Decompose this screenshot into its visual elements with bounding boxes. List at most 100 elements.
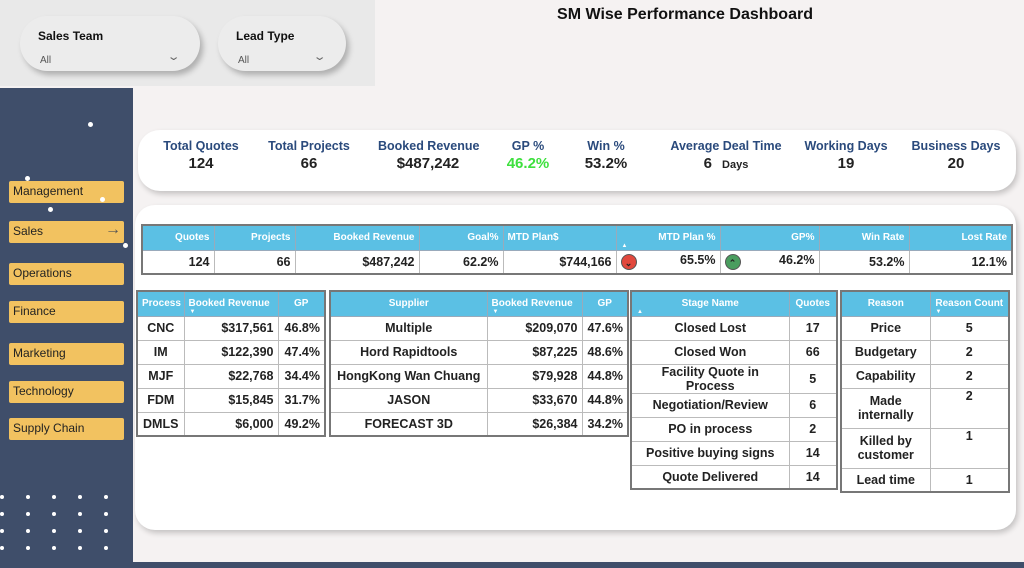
cell-value: IM [153,345,168,359]
table-cell: FORECAST 3D [329,411,488,437]
cell-value: Budgetary [854,345,917,359]
table-row: FORECAST 3D $26,384 34.2% [329,411,629,437]
cell-value: Positive buying signs [646,446,775,460]
table-cell: 66 [788,339,838,365]
column-header[interactable]: Booked Revenue ▼ [486,290,583,317]
table-cell: $15,845 [183,387,279,413]
kpi-value-wrap: 20 [906,155,1006,172]
table-cell: Lead time [840,467,931,493]
kpi-booked-revenue: Booked Revenue $487,242 [378,139,479,172]
cell-value: 14 [805,469,820,484]
table-cell: $79,928 [486,363,583,389]
column-header-label: GP [597,298,612,310]
column-header[interactable]: Win Rate [818,224,910,251]
cell-value: 14 [805,446,820,460]
decorative-dot [26,546,30,550]
cell-value: 48.6% [587,345,623,359]
decorative-dot [104,546,108,550]
column-header[interactable]: Booked Revenue ▼ [183,290,279,317]
column-header[interactable]: Goal% [418,224,504,251]
table-cell: 2 [788,416,838,442]
column-header-label: GP [294,298,309,310]
lead-type-slicer[interactable]: Lead Type All ⌄ [218,16,346,71]
column-header[interactable]: Quotes [788,290,838,317]
cell-value: 124 [188,254,210,269]
kpi-value-wrap: 19 [796,155,896,172]
table-cell: $87,225 [486,339,583,365]
column-header[interactable]: Lost Rate [908,224,1013,251]
kpi-value: 46.2% [506,155,550,172]
column-header-label: Quotes [175,232,210,244]
column-header[interactable]: Booked Revenue [294,224,420,251]
column-header[interactable]: Reason [840,290,931,317]
nav-label: Operations [13,266,72,280]
nav-management-button[interactable]: Management [9,181,124,203]
cell-value: $122,390 [221,345,274,359]
column-header[interactable]: MTD Plan$ [502,224,617,251]
kpi-business-days: Business Days 20 [906,139,1006,172]
column-header[interactable]: GP% [719,224,820,251]
decorative-dot [52,546,56,550]
column-header[interactable]: Process [136,290,185,317]
cell-value: JASON [387,393,431,407]
cell-value: 2 [965,345,973,359]
column-header-label: Win Rate [861,232,905,244]
nav-label: Finance [13,304,56,318]
decorative-dot [0,512,4,516]
nav-finance-button[interactable]: Finance [9,301,124,323]
table-cell: $26,384 [486,411,583,437]
cell-value: 1 [965,472,973,487]
table-row: Positive buying signs 14 [630,440,838,466]
header-row: Quotes Projects Booked Revenue Goal% MTD Pla… [141,224,1013,251]
supplier-table: Supplier Booked Revenue ▼ GP Multiple $209,07… [329,290,629,437]
column-header[interactable]: Reason Count ▼ [929,290,1010,317]
table-cell: Facility Quote in Process [630,363,790,394]
kpi-label: Business Days [911,139,1001,153]
page-title: SM Wise Performance Dashboard [557,6,813,23]
cell-value: $26,384 [532,416,578,431]
nav-operations-button[interactable]: Operations [9,263,124,285]
cell-value: FORECAST 3D [364,416,453,431]
decorative-dot [52,512,56,516]
cell-value: Price [870,321,902,335]
nav-label: Sales [13,224,44,238]
nav-label: Management [13,184,84,198]
column-header[interactable]: Projects [213,224,296,251]
table-cell: 49.2% [277,411,326,437]
nav-label: Technology [13,384,74,398]
table-cell: 31.7% [277,387,326,413]
column-header[interactable]: Quotes [141,224,215,251]
kpi-value: 19 [837,155,855,172]
cell-value: $15,845 [228,393,274,407]
column-header[interactable]: GP [581,290,629,317]
cell-value: Multiple [385,321,433,335]
chevron-down-icon[interactable]: ⌄ [312,51,327,63]
kpi-label: Working Days [804,139,888,153]
column-header-label: MTD Plan % [658,232,716,244]
cell-value: 53.2% [869,254,905,269]
column-header[interactable]: Stage Name ▲ [630,290,790,317]
nav-sales-button[interactable]: Sales → [9,221,124,243]
cell-value: $209,070 [525,321,578,335]
table-row: Negotiation/Review 6 [630,392,838,418]
column-header[interactable]: Supplier [329,290,488,317]
table-row: CNC $317,561 46.8% [136,315,326,341]
kpi-value: $487,242 [396,155,460,172]
sales-team-slicer[interactable]: Sales Team All ⌄ [20,16,200,71]
cell-value: 66 [276,254,291,269]
column-header-label: Lost Rate [961,232,1007,244]
table-cell: 124 [141,249,215,275]
column-header-label: Booked Revenue [188,298,270,310]
column-header[interactable]: MTD Plan % ▲ [615,224,721,251]
nav-technology-button[interactable]: Technology [9,381,124,403]
cell-value: 65.5% [680,253,716,268]
table-cell: ⌄ 65.5% [615,249,721,275]
cell-value: 5 [809,371,817,386]
cell-value: 46.2% [779,253,815,268]
column-header[interactable]: GP [277,290,326,317]
table-cell: 47.4% [277,339,326,365]
chevron-down-icon[interactable]: ⌄ [166,51,181,63]
nav-marketing-button[interactable]: Marketing [9,343,124,365]
kpi-card: Total Quotes 124 Total Projects 66 Booked Re… [138,130,1016,191]
nav-supply-chain-button[interactable]: Supply Chain [9,418,124,440]
